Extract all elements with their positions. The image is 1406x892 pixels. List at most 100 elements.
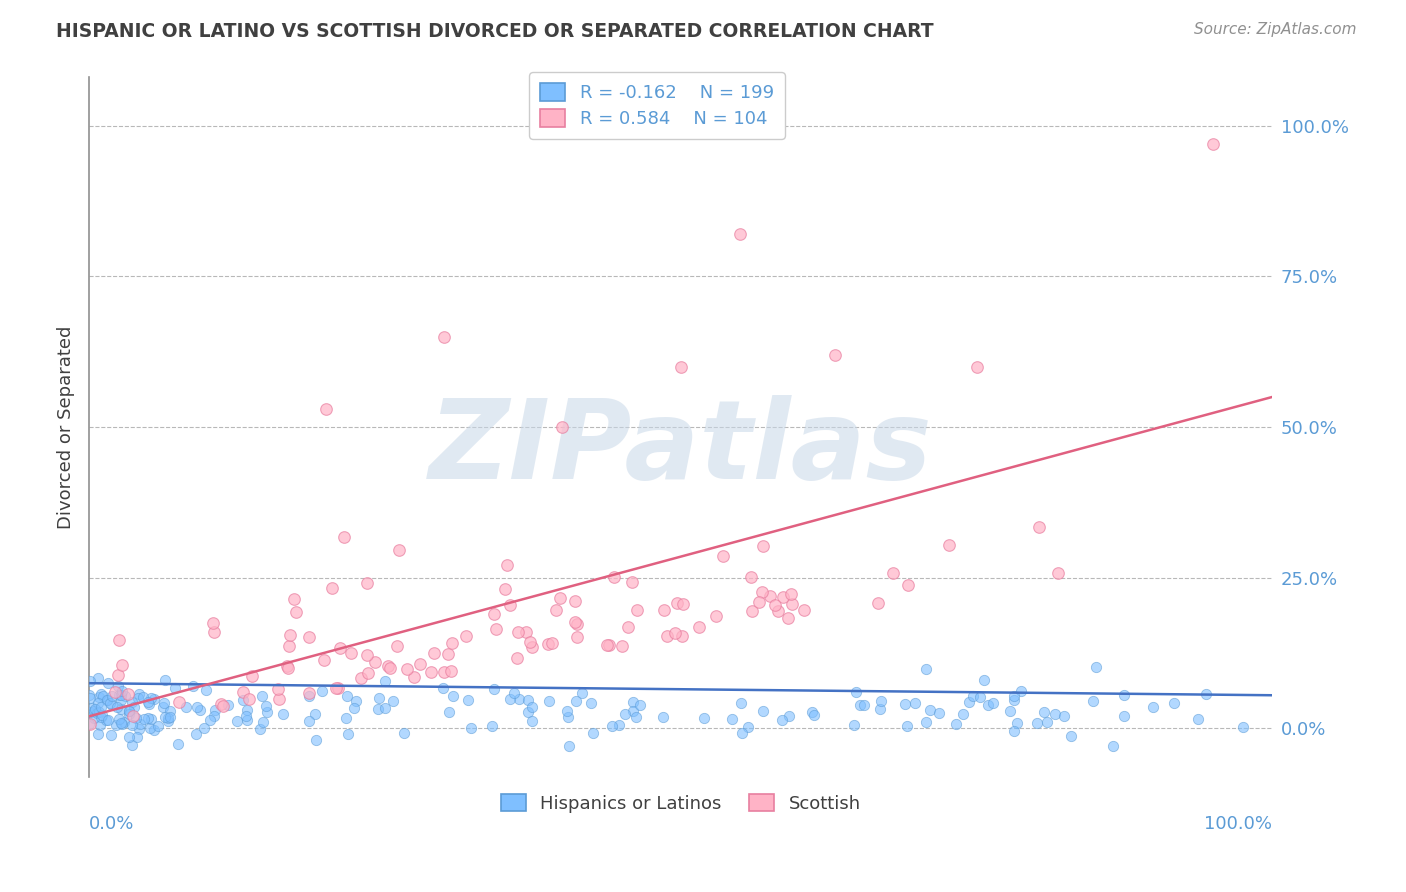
Point: [209, 697, 232, 711]
Point: [329, 641, 352, 656]
Point: [1036, 714, 1059, 729]
Point: [226, 714, 249, 728]
Point: [96, 693, 118, 707]
Point: [1195, 687, 1218, 701]
Point: [420, 665, 443, 680]
Point: [335, 711, 357, 725]
Point: [626, 709, 648, 723]
Point: [567, 616, 589, 631]
Point: [983, 696, 1005, 710]
Point: [516, 705, 538, 719]
Point: [520, 700, 543, 714]
Point: [437, 706, 460, 720]
Point: [1060, 729, 1083, 743]
Point: [254, 698, 277, 713]
Point: [502, 686, 524, 700]
Point: [896, 719, 918, 733]
Point: [276, 659, 298, 673]
Point: [184, 727, 207, 741]
Point: [793, 603, 815, 617]
Point: [914, 714, 936, 729]
Point: [136, 711, 159, 725]
Point: [267, 692, 290, 706]
Y-axis label: Divorced or Separated: Divorced or Separated: [58, 326, 75, 529]
Point: [966, 359, 988, 374]
Point: [188, 703, 211, 717]
Point: [558, 739, 581, 754]
Point: [125, 731, 148, 745]
Point: [105, 718, 128, 732]
Point: [481, 719, 503, 733]
Point: [495, 558, 517, 572]
Point: [77, 717, 100, 731]
Point: [298, 630, 321, 644]
Point: [1187, 712, 1209, 726]
Point: [770, 713, 793, 727]
Point: [110, 701, 132, 715]
Point: [315, 401, 337, 416]
Point: [311, 683, 333, 698]
Point: [515, 625, 537, 640]
Point: [87, 697, 110, 711]
Point: [869, 694, 891, 708]
Point: [672, 597, 695, 611]
Point: [482, 681, 505, 696]
Point: [669, 359, 692, 374]
Point: [852, 698, 875, 712]
Point: [571, 686, 593, 700]
Point: [484, 622, 506, 636]
Point: [626, 603, 648, 617]
Point: [94, 713, 117, 727]
Text: Source: ZipAtlas.com: Source: ZipAtlas.com: [1194, 22, 1357, 37]
Point: [897, 577, 920, 591]
Point: [1142, 700, 1164, 714]
Point: [89, 717, 111, 731]
Point: [664, 626, 686, 640]
Point: [387, 640, 409, 654]
Point: [232, 685, 254, 699]
Point: [1010, 683, 1032, 698]
Point: [945, 716, 967, 731]
Point: [364, 655, 387, 669]
Point: [776, 611, 799, 625]
Point: [740, 570, 762, 584]
Point: [778, 708, 800, 723]
Point: [240, 669, 263, 683]
Point: [107, 667, 129, 681]
Point: [159, 704, 181, 718]
Point: [607, 718, 630, 732]
Point: [962, 689, 984, 703]
Point: [283, 592, 305, 607]
Point: [139, 690, 162, 705]
Point: [928, 706, 950, 721]
Point: [869, 702, 891, 716]
Point: [392, 726, 415, 740]
Point: [1028, 520, 1050, 534]
Point: [96, 692, 118, 706]
Point: [343, 701, 366, 715]
Point: [79, 688, 101, 702]
Point: [90, 699, 112, 714]
Point: [541, 636, 564, 650]
Point: [614, 707, 637, 722]
Point: [866, 596, 889, 610]
Point: [79, 673, 101, 688]
Point: [111, 657, 134, 672]
Point: [454, 629, 477, 643]
Point: [86, 706, 108, 721]
Point: [752, 539, 775, 553]
Point: [111, 683, 134, 698]
Point: [121, 738, 143, 752]
Point: [277, 661, 299, 675]
Point: [894, 697, 917, 711]
Point: [143, 723, 166, 738]
Point: [131, 690, 153, 704]
Point: [603, 570, 626, 584]
Point: [198, 713, 221, 727]
Point: [125, 711, 148, 725]
Point: [801, 706, 824, 720]
Point: [824, 348, 846, 362]
Point: [457, 693, 479, 707]
Point: [350, 671, 373, 685]
Point: [728, 227, 751, 242]
